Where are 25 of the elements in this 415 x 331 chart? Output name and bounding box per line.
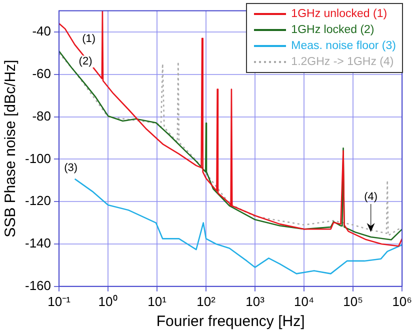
x-tick-label: 10⁰ [98,294,118,309]
annotation: (2) [78,56,92,68]
y-tick-label: -120 [24,193,52,208]
x-tick-label: 10⁻¹ [48,294,72,309]
y-axis-title: SSB Phase noise [dBc/Hz] [2,60,20,238]
x-tick-label: 10⁴ [294,294,314,309]
x-axis-title: Fourier frequency [Hz] [156,313,305,330]
x-tick-label: 10⁶ [392,294,412,309]
y-tick-label: -160 [24,278,52,293]
x-tick-label: 10² [196,294,216,309]
annotation: (3) [64,162,78,174]
legend-label: Meas. noise floor (3) [291,39,396,54]
y-tick-label: -60 [32,66,52,81]
x-tick-label: 10⁵ [343,294,364,309]
legend-label: 1GHz unlocked (1) [291,7,388,22]
y-tick-label: -100 [24,150,52,166]
legend-label: 1GHz locked (2) [291,23,374,38]
y-tick-label: -140 [24,236,52,251]
x-tick-label: 10³ [246,294,266,309]
annotation: (4) [364,191,378,204]
y-tick-label: -80 [32,108,52,124]
x-tick-label: 10¹ [148,294,168,309]
annotation: (1) [82,32,96,45]
legend-label: 1.2GHz -> 1GHz (4) [291,55,394,70]
y-tick-label: -40 [32,24,52,39]
